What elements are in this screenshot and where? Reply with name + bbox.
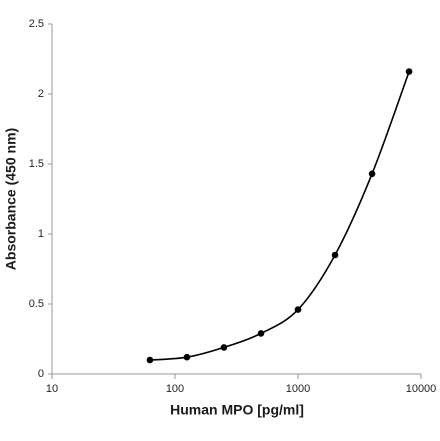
- y-axis-title: Absorbance (450 nm): [3, 128, 19, 270]
- data-point: [368, 170, 376, 178]
- data-point: [294, 306, 302, 313]
- data-point: [146, 356, 154, 364]
- x-axis-title: Human MPO [pg/ml]: [170, 402, 304, 418]
- data-point: [257, 330, 265, 337]
- y-tick-label: 2.5: [29, 18, 44, 30]
- x-tick-label: 10000: [406, 383, 437, 395]
- x-tick-label: 100: [166, 383, 184, 395]
- y-tick-label: 0: [38, 368, 44, 380]
- y-tick-label: 2: [38, 88, 44, 100]
- data-point: [220, 344, 228, 351]
- data-point: [331, 251, 339, 259]
- y-tick-label: 1: [38, 228, 44, 240]
- x-tick-label: 1000: [286, 383, 310, 395]
- x-tick-label: 10: [46, 383, 58, 395]
- data-point: [183, 353, 191, 361]
- curve: [149, 71, 410, 361]
- y-tick-label: 0.5: [29, 298, 44, 310]
- y-tick-label: 1.5: [29, 158, 44, 170]
- data-point: [405, 68, 413, 75]
